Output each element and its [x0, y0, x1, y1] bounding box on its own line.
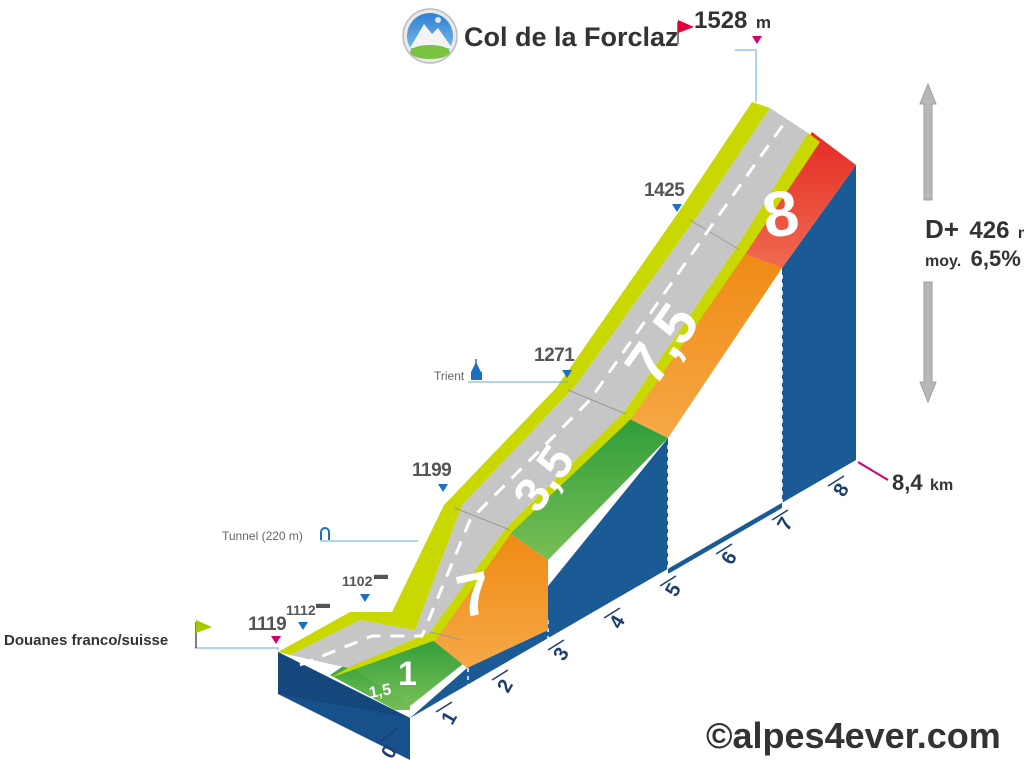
summit-logo-icon [402, 8, 458, 64]
km-tick-4: 4 [605, 611, 630, 632]
gradient-segment-8 [740, 132, 856, 268]
svg-text:▬: ▬ [374, 566, 388, 582]
svg-text:Tunnel (220 m): Tunnel (220 m) [222, 529, 303, 543]
start-altitude: 1119 [248, 614, 286, 635]
km-tick-2: 2 [493, 676, 518, 697]
km-tick-7: 7 [773, 514, 798, 535]
svg-text:1271: 1271 [534, 345, 575, 366]
gradient-label-1: 1 [398, 655, 417, 693]
summit-flag-icon [677, 20, 694, 44]
credit-text: ©alpes4ever.com [706, 715, 1001, 756]
tunnel-icon [320, 527, 330, 540]
total-distance: 8,4 km [892, 470, 953, 495]
poi-tunnel: Tunnel (220 m) [222, 527, 418, 543]
poi-trient: Trient [434, 359, 568, 383]
summit-altitude: 1528 m [694, 7, 771, 34]
start-flag-icon [195, 620, 212, 648]
elevation-gain-arrow [919, 82, 937, 404]
road-centre-line [299, 114, 792, 667]
altitude-marker-1199: 1199 [412, 460, 452, 492]
elevation-gain: D+ 426 m [925, 214, 1024, 244]
svg-text:Trient: Trient [434, 369, 465, 383]
km-tick-1: 1 [437, 708, 462, 729]
km-axis [379, 475, 845, 743]
km-tick-6: 6 [717, 548, 742, 569]
km-tick-3: 3 [549, 644, 574, 665]
gradient-segment-7-5 [628, 252, 782, 438]
altitude-marker-1102: 1102 ▬ [342, 566, 388, 602]
gradient-label-1-5: 1,5 [368, 681, 393, 702]
svg-text:1112: 1112 [286, 602, 316, 618]
start-marker-icon [271, 636, 281, 644]
average-gradient: moy. 6,5% [925, 246, 1021, 271]
start-name: Douanes franco/suisse [4, 632, 168, 649]
gradient-segment-3-5 [508, 418, 668, 560]
gradient-segment-1 [348, 638, 468, 706]
svg-text:1102: 1102 [342, 573, 373, 589]
km-tick-8: 8 [829, 480, 854, 501]
svg-text:1199: 1199 [412, 460, 451, 481]
road-surface [290, 108, 808, 668]
summit-name: Col de la Forclaz [464, 22, 679, 52]
svg-text:▬: ▬ [316, 595, 330, 611]
svg-text:1425: 1425 [644, 180, 685, 201]
km-tick-5: 5 [661, 580, 686, 601]
road-shoulder-left [278, 102, 770, 655]
altitude-marker-1271: 1271 [534, 345, 576, 378]
summit-marker-icon [752, 36, 762, 44]
church-icon [471, 359, 482, 380]
gradient-segment-7 [430, 532, 548, 668]
altitude-marker-1112: 1112 ▬ [286, 595, 330, 630]
altitude-marker-1425: 1425 [644, 180, 686, 212]
